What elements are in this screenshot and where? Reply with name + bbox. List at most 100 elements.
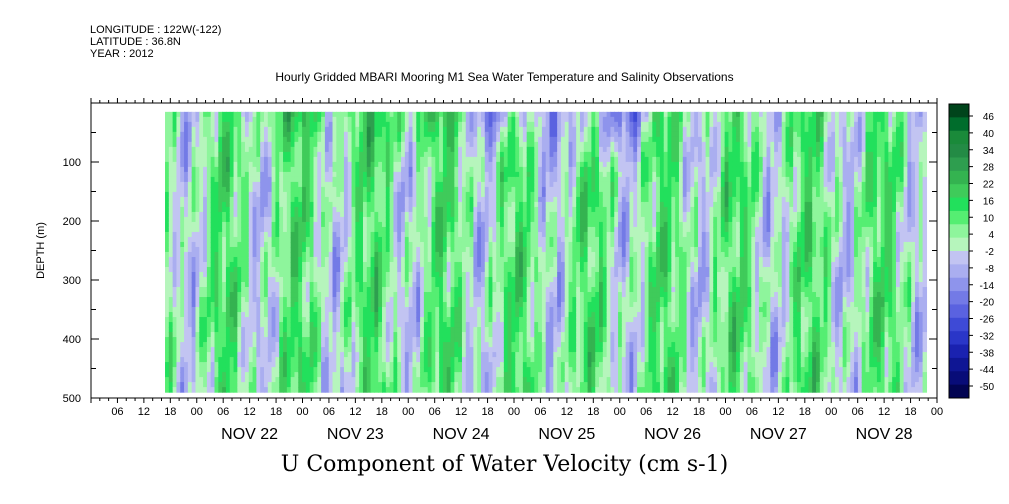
heatmap-cell: [168, 161, 174, 168]
heatmap-cell: [168, 136, 174, 143]
heatmap-cell: [340, 271, 345, 278]
heatmap-cell: [359, 312, 364, 318]
heatmap-cell: [176, 387, 181, 393]
heatmap-cell: [401, 302, 406, 308]
heatmap-cell: [355, 347, 360, 353]
heatmap-cell: [431, 216, 436, 223]
heatmap-cell: [248, 332, 254, 338]
heatmap-cell: [218, 146, 223, 153]
heatmap-cell: [184, 186, 189, 193]
heatmap-cell: [450, 211, 455, 218]
heatmap-cell: [290, 256, 296, 263]
heatmap-cell: [176, 372, 181, 378]
heatmap-cell: [165, 161, 170, 168]
heatmap-cell: [241, 181, 246, 188]
heatmap-cell: [416, 216, 421, 223]
heatmap-cell: [244, 277, 250, 283]
heatmap-cell: [420, 347, 425, 353]
heatmap-cell: [431, 362, 436, 368]
heatmap-cell: [260, 236, 265, 243]
heatmap-cell: [321, 126, 326, 133]
heatmap-cell: [431, 166, 436, 173]
heatmap-cell: [362, 387, 368, 393]
heatmap-cell: [393, 277, 398, 283]
heatmap-cell: [248, 347, 254, 353]
heatmap-cell: [370, 307, 376, 313]
heatmap-cell: [214, 171, 219, 178]
heatmap-cell: [389, 226, 395, 233]
heatmap-cell: [431, 231, 436, 238]
heatmap-cell: [290, 266, 296, 273]
heatmap-cell: [351, 161, 356, 168]
heatmap-cell: [298, 277, 303, 283]
heatmap-cell: [302, 226, 307, 233]
heatmap-cell: [321, 277, 326, 283]
heatmap-cell: [203, 367, 208, 373]
heatmap-cell: [294, 251, 299, 258]
heatmap-cell: [165, 337, 170, 343]
heatmap-cell: [435, 367, 440, 373]
heatmap-cell: [477, 256, 482, 263]
heatmap-cell: [469, 161, 474, 168]
heatmap-cell: [225, 136, 231, 143]
heatmap-cell: [168, 116, 174, 123]
heatmap-cell: [343, 287, 349, 293]
heatmap-cell: [248, 322, 254, 328]
heatmap-cell: [488, 201, 494, 208]
heatmap-cell: [203, 377, 208, 383]
heatmap-cell: [222, 372, 227, 378]
heatmap-cell: [317, 287, 322, 293]
heatmap-cell: [241, 246, 246, 253]
heatmap-cell: [416, 377, 421, 383]
heatmap-cell: [279, 271, 284, 278]
heatmap-cell: [484, 121, 490, 128]
heatmap-cell: [412, 131, 417, 138]
heatmap-cell: [229, 362, 235, 368]
heatmap-cell: [446, 241, 452, 248]
heatmap-cell: [332, 116, 337, 123]
heatmap-cell: [290, 297, 296, 303]
heatmap-cell: [370, 241, 376, 248]
heatmap-cell: [195, 362, 200, 368]
heatmap-cell: [237, 282, 242, 288]
heatmap-cell: [283, 231, 288, 238]
heatmap-cell: [397, 382, 402, 388]
heatmap-cell: [305, 317, 311, 323]
heatmap-cell: [294, 111, 299, 118]
heatmap-cell: [321, 156, 326, 163]
heatmap-cell: [244, 171, 250, 178]
heatmap-cell: [420, 146, 425, 153]
heatmap-cell: [366, 146, 372, 153]
heatmap-cell: [389, 111, 395, 118]
heatmap-cell: [461, 382, 467, 388]
heatmap-cell: [442, 156, 448, 163]
heatmap-cell: [184, 246, 189, 253]
heatmap-cell: [492, 302, 497, 308]
heatmap-cell: [214, 277, 219, 283]
heatmap-cell: [442, 166, 448, 173]
heatmap-cell: [355, 171, 360, 178]
heatmap-cell: [237, 146, 242, 153]
heatmap-cell: [264, 287, 269, 293]
heatmap-cell: [187, 382, 193, 388]
heatmap-cell: [427, 251, 433, 258]
heatmap-cell: [404, 292, 410, 298]
heatmap-cell: [222, 116, 227, 123]
heatmap-cell: [461, 377, 467, 383]
heatmap-cell: [176, 151, 181, 158]
heatmap-cell: [488, 287, 494, 293]
heatmap-cell: [385, 206, 391, 213]
heatmap-cell: [241, 387, 246, 393]
heatmap-cell: [187, 282, 193, 288]
heatmap-cell: [500, 342, 505, 348]
heatmap-cell: [469, 347, 474, 353]
heatmap-cell: [233, 352, 238, 358]
heatmap-cell: [496, 357, 501, 363]
heatmap-cell: [446, 327, 452, 333]
heatmap-cell: [260, 161, 265, 168]
heatmap-cell: [446, 111, 452, 118]
heatmap-cell: [187, 246, 193, 253]
heatmap-cell: [435, 251, 440, 258]
heatmap-cell: [351, 256, 356, 263]
heatmap-cell: [378, 261, 383, 268]
